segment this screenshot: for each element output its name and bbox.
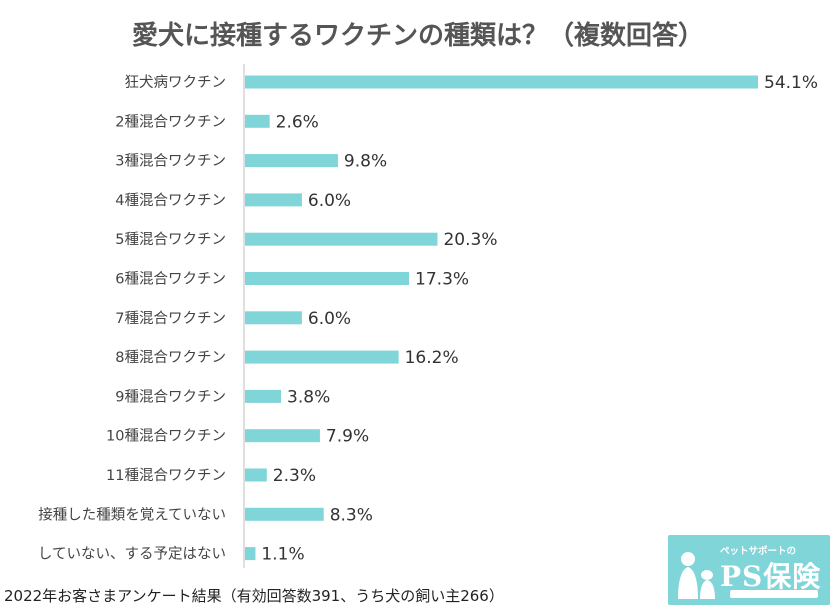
- value-label-10: 7.9%: [326, 427, 369, 447]
- bars-group: [245, 75, 758, 561]
- bar-2: [245, 114, 270, 128]
- value-label-4: 6.0%: [308, 191, 351, 211]
- category-label-5: 5種混合ワクチン: [115, 231, 226, 248]
- bar-7: [245, 311, 302, 325]
- value-label-8: 16.2%: [405, 348, 459, 368]
- footnote: 2022年お客さまアンケート結果（有効回答数391、うち犬の飼い主266）: [4, 587, 504, 605]
- pets-silhouette-icon: [678, 552, 715, 599]
- value-label-7: 6.0%: [308, 309, 351, 329]
- category-label-8: 8種混合ワクチン: [115, 349, 226, 366]
- value-labels: 54.1% 2.6% 9.8% 6.0% 20.3% 17.3% 6.0% 16.2% 3.8%…: [261, 73, 818, 565]
- value-label-5: 20.3%: [443, 230, 497, 250]
- ps-insurance-logo: ペットサポートの PS保険: [668, 535, 830, 605]
- logo-tagline-bar: [730, 590, 818, 598]
- value-label-2: 2.6%: [276, 112, 319, 132]
- bar-12: [245, 507, 324, 521]
- bar-3: [245, 154, 338, 168]
- category-label-13: していない、する予定はない: [38, 546, 226, 563]
- category-label-11: 11種混合ワクチン: [106, 467, 226, 484]
- category-label-9: 9種混合ワクチン: [115, 388, 226, 405]
- bar-5: [245, 232, 438, 246]
- logo-subtitle: ペットサポートの: [720, 546, 797, 557]
- bar-10: [245, 429, 320, 443]
- bar-13: [245, 547, 256, 561]
- bar-4: [245, 193, 302, 207]
- category-label-7: 7種混合ワクチン: [115, 310, 226, 327]
- bar-9: [245, 389, 282, 403]
- logo-name: PS保険: [720, 560, 822, 593]
- category-label-1: 狂犬病ワクチン: [125, 74, 227, 91]
- bar-11: [245, 468, 267, 482]
- category-label-6: 6種混合ワクチン: [115, 271, 226, 288]
- value-label-1: 54.1%: [764, 73, 818, 93]
- value-label-6: 17.3%: [415, 270, 469, 290]
- value-label-11: 2.3%: [273, 466, 316, 486]
- category-label-3: 3種混合ワクチン: [115, 153, 226, 170]
- bar-1: [245, 75, 758, 89]
- category-label-12: 接種した種類を覚えていない: [38, 506, 226, 523]
- value-label-3: 9.8%: [344, 152, 387, 172]
- category-label-10: 10種混合ワクチン: [106, 428, 226, 445]
- category-label-4: 4種混合ワクチン: [115, 192, 226, 209]
- bar-6: [245, 272, 410, 285]
- value-label-9: 3.8%: [287, 387, 330, 407]
- category-label-2: 2種混合ワクチン: [115, 113, 226, 130]
- bar-8: [245, 350, 399, 364]
- value-label-13: 1.1%: [261, 545, 304, 565]
- chart-title: 愛犬に接種するワクチンの種類は？（複数回答）: [132, 20, 704, 51]
- category-labels: 狂犬病ワクチン 2種混合ワクチン 3種混合ワクチン 4種混合ワクチン 5種混合ワクチン 6…: [38, 74, 226, 563]
- value-label-12: 8.3%: [330, 505, 373, 525]
